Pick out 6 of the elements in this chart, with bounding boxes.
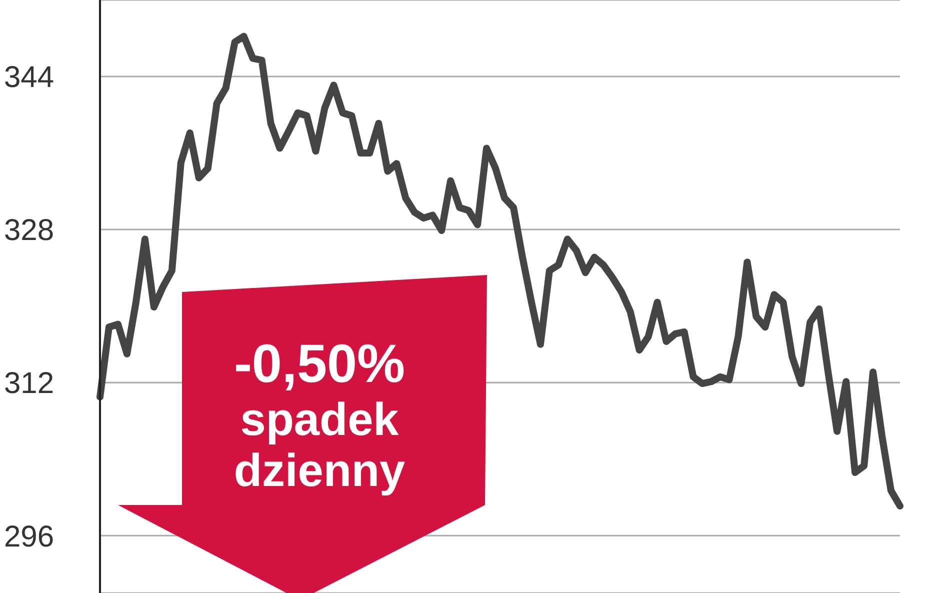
- y-tick-label: 296: [4, 520, 54, 554]
- y-tick-label: 344: [4, 61, 54, 94]
- y-tick-label: 328: [4, 214, 54, 248]
- y-tick-label: 312: [4, 367, 54, 400]
- annotation: -0,50%: [232, 334, 406, 394]
- annotation: spadek dzienny: [232, 393, 406, 496]
